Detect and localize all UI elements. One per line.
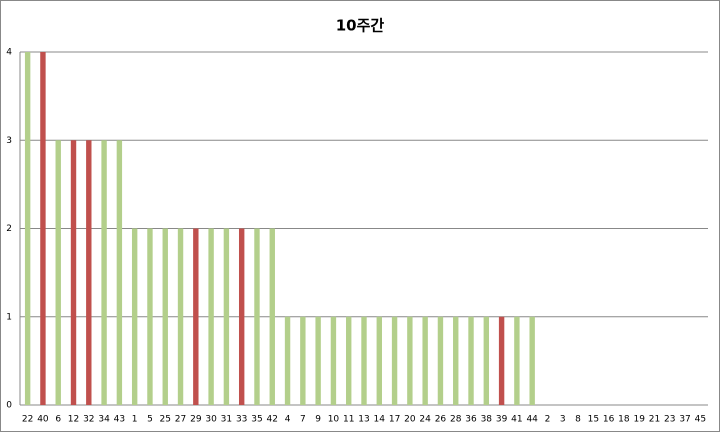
bar xyxy=(86,140,92,405)
bar xyxy=(422,316,428,405)
x-tick-label: 19 xyxy=(633,415,645,425)
bar xyxy=(483,316,490,405)
x-tick-label: 17 xyxy=(389,415,400,425)
x-tick-label: 15 xyxy=(588,415,599,425)
x-tick-label: 22 xyxy=(22,415,33,425)
x-tick-label: 30 xyxy=(205,415,217,425)
x-tick-label: 42 xyxy=(267,415,278,425)
bar xyxy=(300,316,306,405)
x-tick-label: 2 xyxy=(545,415,551,425)
bar xyxy=(529,316,535,405)
x-tick-label: 11 xyxy=(343,415,354,425)
bar xyxy=(70,140,77,405)
y-tick-label: 2 xyxy=(6,224,12,234)
x-tick-label: 16 xyxy=(603,415,615,425)
x-tick-label: 35 xyxy=(251,415,262,425)
x-tick-label: 3 xyxy=(560,415,566,425)
bar xyxy=(284,316,291,405)
x-tick-label: 36 xyxy=(465,415,477,425)
x-tick-label: 33 xyxy=(236,415,247,425)
bar xyxy=(131,228,138,405)
x-tick-label: 9 xyxy=(315,415,321,425)
x-tick-label: 40 xyxy=(37,415,49,425)
bar xyxy=(407,316,413,405)
x-tick-label: 39 xyxy=(496,415,508,425)
x-tick-label: 38 xyxy=(481,415,493,425)
x-tick-label: 26 xyxy=(435,415,447,425)
x-tick-label: 41 xyxy=(511,415,522,425)
x-tick-label: 37 xyxy=(679,415,690,425)
x-tick-label: 7 xyxy=(300,415,306,425)
bar xyxy=(269,228,275,405)
bar xyxy=(116,140,123,405)
bar xyxy=(468,316,474,405)
bar xyxy=(223,228,230,405)
bar xyxy=(254,228,260,405)
bar xyxy=(238,228,245,405)
bar xyxy=(361,316,367,405)
bar xyxy=(376,316,382,405)
bar xyxy=(147,228,153,405)
y-tick-label: 1 xyxy=(6,312,12,322)
x-tick-label: 45 xyxy=(695,415,706,425)
x-tick-label: 31 xyxy=(221,415,232,425)
x-tick-label: 14 xyxy=(374,415,386,425)
x-tick-label: 27 xyxy=(175,415,186,425)
x-tick-label: 44 xyxy=(526,415,538,425)
x-tick-label: 32 xyxy=(83,415,94,425)
x-tick-label: 28 xyxy=(450,415,462,425)
chart-title: 10주간 xyxy=(336,17,385,35)
x-tick-label: 20 xyxy=(404,415,416,425)
x-tick-label: 8 xyxy=(575,415,581,425)
x-tick-label: 29 xyxy=(190,415,202,425)
bar xyxy=(55,140,61,405)
y-tick-label: 4 xyxy=(6,48,12,58)
bar xyxy=(177,228,184,405)
x-tick-label: 25 xyxy=(160,415,171,425)
bar xyxy=(208,228,214,405)
x-tick-label: 10 xyxy=(328,415,340,425)
bar xyxy=(391,316,398,405)
x-tick-label: 43 xyxy=(114,415,125,425)
x-tick-label: 13 xyxy=(358,415,369,425)
x-tick-label: 34 xyxy=(98,415,110,425)
bar xyxy=(346,316,352,405)
bar xyxy=(437,316,444,405)
bar xyxy=(193,228,199,405)
bar xyxy=(330,316,337,405)
x-tick-label: 12 xyxy=(68,415,79,425)
x-tick-label: 6 xyxy=(55,415,61,425)
bar xyxy=(453,316,459,405)
bar xyxy=(498,316,505,405)
x-tick-label: 21 xyxy=(649,415,660,425)
x-tick-label: 4 xyxy=(285,415,291,425)
bar xyxy=(315,316,321,405)
x-tick-label: 5 xyxy=(147,415,153,425)
y-tick-label: 0 xyxy=(6,401,12,411)
x-tick-label: 18 xyxy=(618,415,630,425)
bar xyxy=(162,228,168,405)
y-tick-label: 3 xyxy=(6,136,12,146)
bar xyxy=(101,140,107,405)
x-tick-label: 24 xyxy=(419,415,431,425)
x-tick-label: 1 xyxy=(132,415,138,425)
bar xyxy=(24,52,31,405)
x-tick-label: 23 xyxy=(664,415,675,425)
bar xyxy=(40,52,46,405)
bar xyxy=(514,316,520,405)
